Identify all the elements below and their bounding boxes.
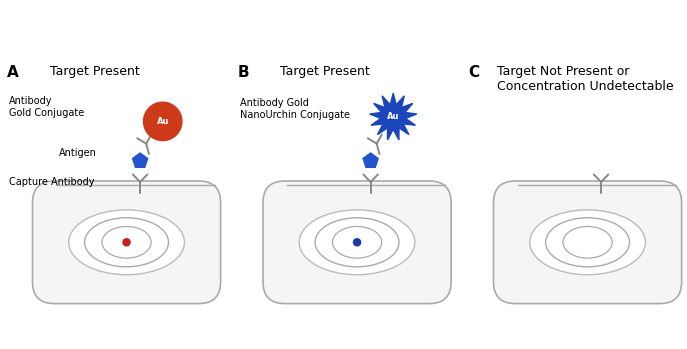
Text: Target Present: Target Present	[49, 65, 139, 78]
Text: Target Present: Target Present	[280, 65, 370, 78]
FancyBboxPatch shape	[493, 181, 682, 304]
Text: C: C	[468, 65, 479, 80]
Text: Antibody Gold
NanoUrchin Conjugate: Antibody Gold NanoUrchin Conjugate	[240, 98, 350, 120]
Ellipse shape	[333, 227, 382, 258]
Ellipse shape	[530, 210, 645, 275]
Text: Antigen: Antigen	[59, 148, 97, 158]
Ellipse shape	[102, 227, 151, 258]
Ellipse shape	[300, 210, 415, 275]
Ellipse shape	[545, 218, 629, 267]
Circle shape	[123, 239, 130, 246]
Text: Au: Au	[387, 112, 399, 121]
Circle shape	[144, 102, 182, 141]
Ellipse shape	[69, 210, 184, 275]
Ellipse shape	[315, 218, 399, 267]
Text: Antibody
Gold Conjugate: Antibody Gold Conjugate	[9, 96, 85, 118]
Ellipse shape	[85, 218, 168, 267]
Text: A: A	[7, 65, 19, 80]
Circle shape	[354, 239, 361, 246]
Text: Au: Au	[157, 117, 169, 126]
Polygon shape	[370, 93, 417, 140]
Polygon shape	[133, 153, 148, 167]
Text: B: B	[237, 65, 249, 80]
FancyBboxPatch shape	[263, 181, 451, 304]
Polygon shape	[363, 153, 378, 167]
Text: Target Not Present or
Concentration Undetectable: Target Not Present or Concentration Unde…	[497, 65, 674, 93]
FancyBboxPatch shape	[32, 181, 221, 304]
Text: Capture Antibody: Capture Antibody	[9, 177, 95, 187]
Ellipse shape	[563, 227, 612, 258]
